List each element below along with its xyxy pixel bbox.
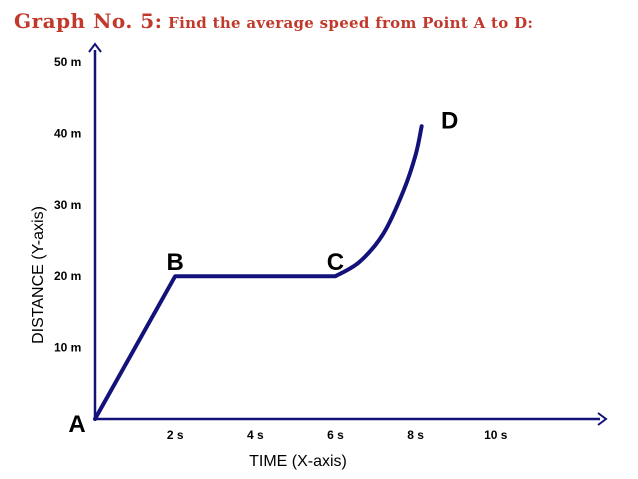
x-tick-labels: 2 s 4 s 6 s 8 s 10 s [167, 428, 508, 442]
y-tick-label: 30 m [54, 198, 81, 212]
point-label-c: C [327, 249, 344, 276]
graph-title-question: Find the average speed from Point A to D… [168, 14, 534, 32]
y-tick-label: 40 m [54, 126, 81, 140]
x-axis-arrowhead [597, 412, 608, 426]
x-tick-label: 6 s [327, 428, 344, 442]
x-tick-label: 8 s [407, 428, 424, 442]
y-tick-label: 20 m [54, 269, 81, 283]
point-label-d: D [441, 107, 458, 134]
graph-title: Graph No. 5: Find the average speed from… [14, 4, 624, 40]
y-axis-arrowhead [88, 42, 102, 53]
chart-axes [88, 42, 608, 426]
y-tick-labels: 10 m 20 m 30 m 40 m 50 m [54, 55, 81, 355]
x-tick-label: 2 s [167, 428, 184, 442]
point-labels: A B C D [68, 107, 458, 438]
x-tick-label: 10 s [484, 428, 508, 442]
y-tick-label: 10 m [54, 341, 81, 355]
x-axis-label: TIME (X-axis) [249, 453, 347, 470]
y-axis-label: DISTANCE (Y-axis) [30, 206, 47, 344]
distance-line [93, 124, 424, 421]
point-label-a: A [68, 411, 85, 438]
graph-title-lead: Graph No. 5: [14, 9, 163, 33]
y-tick-label: 50 m [54, 55, 81, 69]
point-label-b: B [166, 249, 183, 276]
x-tick-label: 4 s [247, 428, 264, 442]
